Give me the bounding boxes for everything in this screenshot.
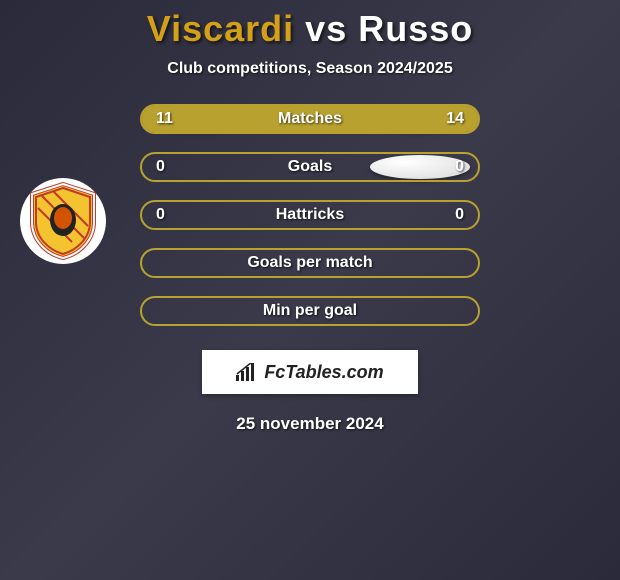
stat-bar: Min per goal — [140, 296, 480, 326]
subtitle: Club competitions, Season 2024/2025 — [167, 60, 452, 78]
stat-bar: 11 14 Matches — [140, 104, 480, 134]
stat-value-left: 11 — [156, 110, 173, 128]
brand-text: FcTables.com — [264, 362, 383, 383]
stat-value-right: 14 — [446, 110, 464, 128]
stat-value-right: 0 — [455, 206, 464, 224]
stat-label: Min per goal — [263, 302, 357, 320]
stat-bar: Goals per match — [140, 248, 480, 278]
date-text: 25 november 2024 — [236, 414, 383, 434]
player1-name: Viscardi — [147, 8, 294, 49]
stat-label: Hattricks — [276, 206, 344, 224]
stat-row: Min per goal — [140, 296, 480, 326]
stat-label: Goals — [288, 158, 332, 176]
stat-row: 0 0 Goals — [140, 152, 480, 182]
brand-box: FcTables.com — [202, 350, 418, 394]
stat-value-right: 0 — [455, 158, 464, 176]
stat-bar: 0 0 Goals — [140, 152, 480, 182]
stat-row: 11 14 Matches — [140, 104, 480, 134]
stat-bar: 0 0 Hattricks — [140, 200, 480, 230]
stat-row: Goals per match — [140, 248, 480, 278]
shield-icon — [28, 182, 98, 260]
stat-value-left: 0 — [156, 206, 165, 224]
chart-icon — [236, 363, 258, 381]
stat-label: Matches — [278, 110, 342, 128]
vs-text: vs — [305, 8, 347, 49]
stat-row: 0 0 Hattricks — [140, 200, 480, 230]
stat-value-left: 0 — [156, 158, 165, 176]
comparison-title: Viscardi vs Russo — [147, 8, 474, 50]
club-crest-left — [20, 178, 110, 268]
stat-label: Goals per match — [247, 254, 372, 272]
player2-name: Russo — [358, 8, 473, 49]
